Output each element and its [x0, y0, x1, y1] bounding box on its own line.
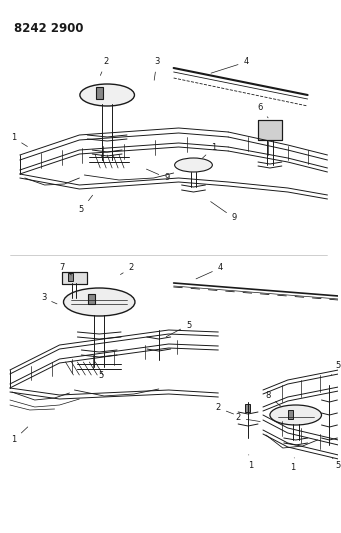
Bar: [244, 404, 250, 412]
Text: 4: 4: [211, 58, 249, 73]
Ellipse shape: [80, 84, 134, 106]
Bar: [61, 272, 87, 284]
Ellipse shape: [270, 405, 322, 425]
Text: 8242 2900: 8242 2900: [14, 22, 84, 35]
Bar: [68, 273, 73, 281]
Text: 6: 6: [257, 103, 268, 118]
Text: 8: 8: [265, 391, 281, 406]
Text: 1: 1: [249, 455, 254, 470]
Bar: [258, 120, 282, 140]
Bar: [96, 87, 103, 99]
Text: 9: 9: [146, 169, 169, 182]
Ellipse shape: [175, 158, 212, 172]
Text: 7: 7: [59, 263, 72, 275]
Text: 1: 1: [203, 143, 216, 158]
Text: 3: 3: [41, 294, 57, 304]
Text: 3: 3: [154, 58, 160, 80]
Text: 5: 5: [332, 458, 341, 470]
Text: 1: 1: [290, 458, 295, 472]
Text: 5: 5: [99, 365, 104, 379]
Text: 2: 2: [236, 414, 260, 423]
Text: 1: 1: [11, 427, 28, 445]
Text: 1: 1: [11, 133, 27, 147]
Bar: [288, 409, 293, 418]
Text: 5: 5: [79, 195, 93, 214]
Bar: [88, 294, 95, 304]
Text: 2: 2: [216, 403, 234, 414]
Bar: [61, 272, 87, 284]
Text: 5: 5: [166, 320, 191, 337]
Text: 4: 4: [196, 263, 223, 279]
Text: 9: 9: [211, 201, 237, 222]
Bar: [258, 120, 282, 140]
Text: 5: 5: [331, 360, 341, 375]
Text: 2: 2: [100, 58, 109, 76]
Text: 2: 2: [120, 263, 134, 274]
Ellipse shape: [63, 288, 135, 316]
